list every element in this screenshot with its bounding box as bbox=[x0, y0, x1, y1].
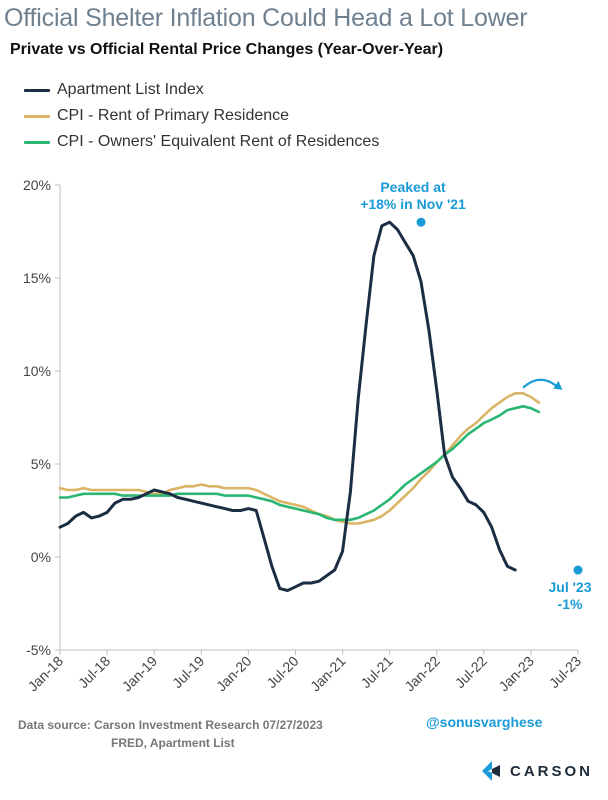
legend: Apartment List Index CPI - Rent of Prima… bbox=[24, 77, 379, 155]
chart-title: Official Shelter Inflation Could Head a … bbox=[4, 4, 528, 32]
x-tick-label: Jul-18 bbox=[75, 653, 113, 691]
x-tick-label: Jul-23 bbox=[546, 653, 584, 691]
y-tick-label: -5% bbox=[26, 642, 51, 658]
x-tick-label: Jan-23 bbox=[495, 653, 537, 695]
carson-logo-icon bbox=[482, 761, 500, 781]
x-tick-label: Jan-18 bbox=[25, 653, 67, 695]
series-cpi-oer bbox=[58, 405, 541, 522]
carson-logo-text: CARSON bbox=[510, 762, 594, 780]
peak-annotation-line1: Peaked at bbox=[380, 179, 446, 195]
y-tick-label: 10% bbox=[23, 363, 51, 379]
chart-subtitle: Private vs Official Rental Price Changes… bbox=[10, 41, 444, 58]
trend-curved-arrow bbox=[522, 378, 560, 389]
annotation-layer: Peaked at+18% in Nov '21 Jul '23-1% bbox=[360, 179, 592, 612]
legend-item-apartment: Apartment List Index bbox=[24, 77, 379, 103]
x-tick-label: Jul-22 bbox=[452, 653, 490, 691]
y-tick-label: 5% bbox=[31, 456, 51, 472]
legend-item-rent: CPI - Rent of Primary Residence bbox=[24, 103, 379, 129]
x-tick-label: Jul-20 bbox=[263, 653, 301, 691]
line-chart: 20% 15% 10% 5% 0% -5% Jan-18 Jul-18 Jan-19 Jul-1… bbox=[23, 177, 592, 695]
x-tick-label: Jul-21 bbox=[357, 653, 395, 691]
peak-annotation-line2: +18% in Nov '21 bbox=[360, 196, 466, 212]
legend-label-rent: CPI - Rent of Primary Residence bbox=[57, 107, 290, 124]
y-tick-label: 0% bbox=[31, 549, 51, 565]
legend-item-oer: CPI - Owners' Equivalent Rent of Residen… bbox=[24, 129, 379, 155]
trend-arrowhead-icon bbox=[553, 380, 563, 390]
legend-swatch-rent bbox=[24, 114, 50, 118]
carson-logo: CARSON bbox=[480, 758, 593, 784]
legend-swatch-apartment bbox=[24, 88, 50, 92]
latest-annotation-line1: Jul '23 bbox=[548, 579, 591, 595]
x-axis: Jan-18 Jul-18 Jan-19 Jul-19 Jan-20 Jul-20 Jan-… bbox=[25, 649, 584, 695]
x-tick-label: Jan-20 bbox=[213, 653, 255, 695]
series-layer bbox=[58, 220, 541, 592]
peak-marker bbox=[416, 217, 426, 227]
y-tick-label: 15% bbox=[23, 270, 51, 286]
y-tick-label: 20% bbox=[23, 177, 51, 193]
data-source-line1: Data source: Carson Investment Research … bbox=[18, 718, 323, 732]
author-handle: @sonusvarghese bbox=[426, 714, 543, 730]
legend-swatch-oer bbox=[24, 140, 50, 144]
x-tick-label: Jan-19 bbox=[119, 653, 161, 695]
latest-marker bbox=[573, 565, 583, 575]
series-cpi-rent bbox=[58, 392, 541, 525]
y-axis: 20% 15% 10% 5% 0% -5% bbox=[23, 177, 61, 658]
x-tick-label: Jul-19 bbox=[169, 653, 207, 691]
data-source-note: Data source: Carson Investment Research … bbox=[18, 716, 323, 752]
series-apartment-list-index bbox=[58, 220, 517, 592]
latest-annotation-line2: -1% bbox=[558, 596, 583, 612]
legend-label-apartment: Apartment List Index bbox=[57, 81, 204, 98]
data-source-line2: FRED, Apartment List bbox=[111, 736, 235, 750]
x-tick-label: Jan-21 bbox=[307, 653, 349, 695]
legend-label-oer: CPI - Owners' Equivalent Rent of Residen… bbox=[57, 133, 380, 150]
x-tick-label: Jan-22 bbox=[401, 653, 443, 695]
